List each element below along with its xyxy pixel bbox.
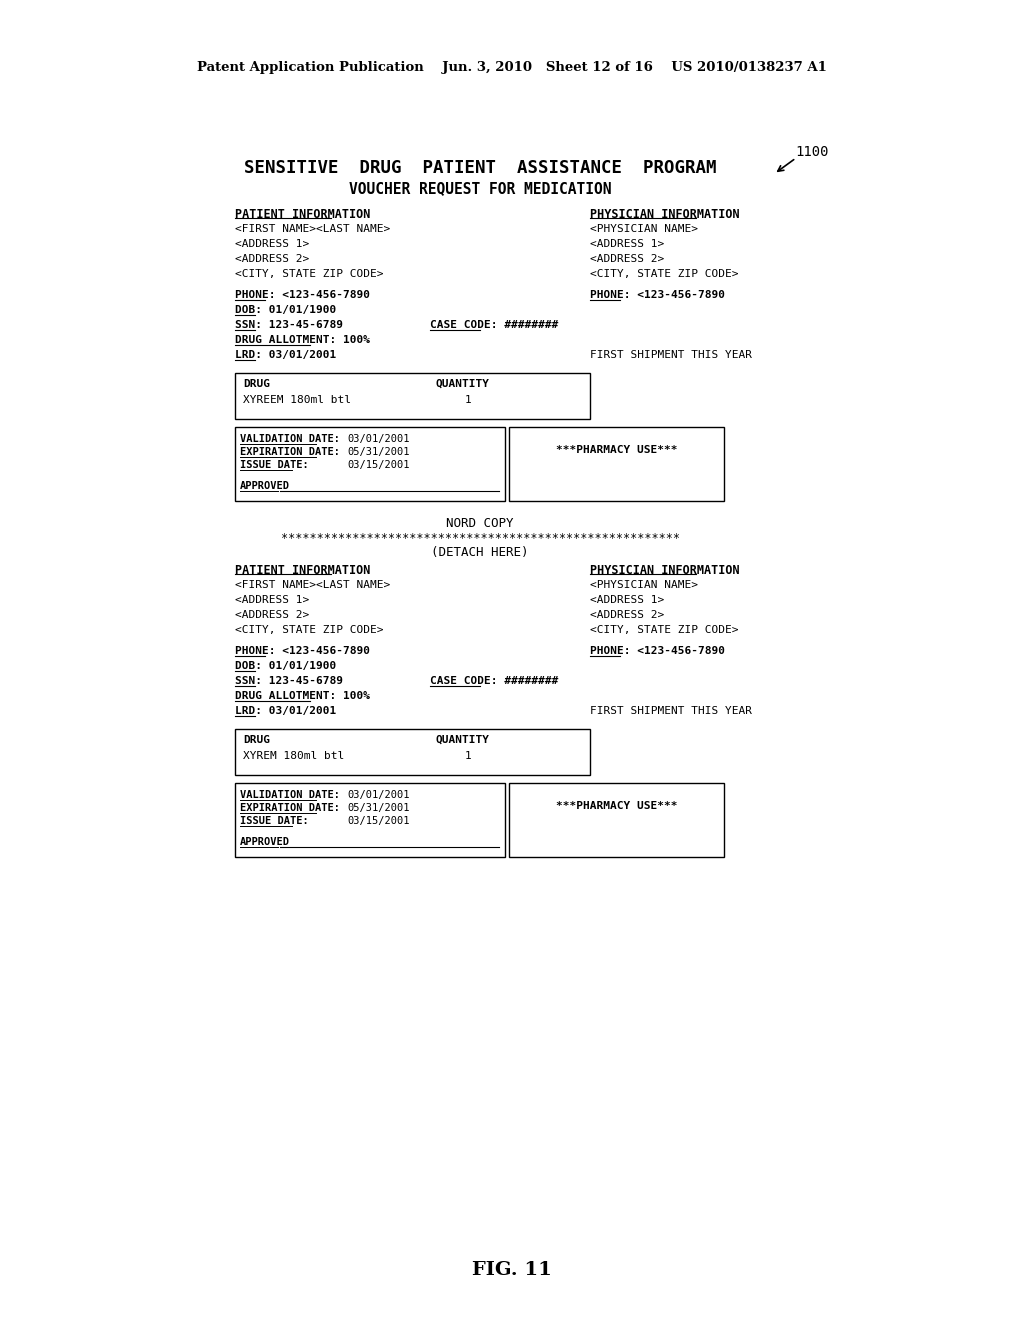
- Text: PHYSICIAN INFORMATION: PHYSICIAN INFORMATION: [590, 564, 739, 577]
- Text: APPROVED: APPROVED: [240, 480, 290, 491]
- Text: 1: 1: [465, 395, 472, 405]
- Text: <ADDRESS 2>: <ADDRESS 2>: [234, 610, 309, 620]
- Text: <CITY, STATE ZIP CODE>: <CITY, STATE ZIP CODE>: [234, 269, 384, 279]
- Text: ********************************************************: ****************************************…: [281, 532, 680, 545]
- Text: NORD COPY: NORD COPY: [446, 517, 514, 531]
- Text: PATIENT INFORMATION: PATIENT INFORMATION: [234, 209, 371, 220]
- Text: <ADDRESS 1>: <ADDRESS 1>: [234, 595, 309, 605]
- Text: DOB: 01/01/1900: DOB: 01/01/1900: [234, 661, 336, 671]
- Text: <ADDRESS 2>: <ADDRESS 2>: [590, 610, 665, 620]
- Text: FIG. 11: FIG. 11: [472, 1261, 552, 1279]
- Text: 03/01/2001: 03/01/2001: [347, 789, 410, 800]
- Bar: [234, 426, 505, 502]
- Text: 03/15/2001: 03/15/2001: [347, 816, 410, 826]
- Text: <ADDRESS 2>: <ADDRESS 2>: [234, 253, 309, 264]
- Bar: [509, 783, 724, 857]
- Text: PHYSICIAN INFORMATION: PHYSICIAN INFORMATION: [590, 209, 739, 220]
- Bar: [234, 783, 505, 857]
- Text: EXPIRATION DATE:: EXPIRATION DATE:: [240, 803, 340, 813]
- Text: <CITY, STATE ZIP CODE>: <CITY, STATE ZIP CODE>: [234, 624, 384, 635]
- Text: LRD: 03/01/2001: LRD: 03/01/2001: [234, 706, 336, 715]
- Bar: [234, 374, 590, 418]
- Text: <FIRST NAME><LAST NAME>: <FIRST NAME><LAST NAME>: [234, 579, 390, 590]
- Text: ***PHARMACY USE***: ***PHARMACY USE***: [556, 445, 677, 455]
- Text: APPROVED: APPROVED: [240, 837, 290, 847]
- Text: PHONE: <123-456-7890: PHONE: <123-456-7890: [590, 290, 725, 300]
- Text: ISSUE DATE:: ISSUE DATE:: [240, 459, 309, 470]
- Text: DRUG: DRUG: [243, 735, 270, 744]
- Text: QUANTITY: QUANTITY: [435, 379, 489, 389]
- Text: EXPIRATION DATE:: EXPIRATION DATE:: [240, 447, 340, 457]
- Text: 05/31/2001: 05/31/2001: [347, 447, 410, 457]
- Text: <FIRST NAME><LAST NAME>: <FIRST NAME><LAST NAME>: [234, 224, 390, 234]
- Text: PHONE: <123-456-7890: PHONE: <123-456-7890: [234, 290, 370, 300]
- Text: SENSITIVE  DRUG  PATIENT  ASSISTANCE  PROGRAM: SENSITIVE DRUG PATIENT ASSISTANCE PROGRA…: [244, 158, 716, 177]
- Text: FIRST SHIPMENT THIS YEAR: FIRST SHIPMENT THIS YEAR: [590, 706, 752, 715]
- Text: FIRST SHIPMENT THIS YEAR: FIRST SHIPMENT THIS YEAR: [590, 350, 752, 360]
- Text: 05/31/2001: 05/31/2001: [347, 803, 410, 813]
- Bar: [234, 729, 590, 775]
- Text: PHONE: <123-456-7890: PHONE: <123-456-7890: [234, 645, 370, 656]
- Text: <ADDRESS 1>: <ADDRESS 1>: [590, 595, 665, 605]
- Text: Patent Application Publication    Jun. 3, 2010   Sheet 12 of 16    US 2010/01382: Patent Application Publication Jun. 3, 2…: [197, 62, 827, 74]
- Text: DRUG ALLOTMENT: 100%: DRUG ALLOTMENT: 100%: [234, 690, 370, 701]
- Text: DRUG: DRUG: [243, 379, 270, 389]
- Text: QUANTITY: QUANTITY: [435, 735, 489, 744]
- Text: <CITY, STATE ZIP CODE>: <CITY, STATE ZIP CODE>: [590, 269, 738, 279]
- Text: VOUCHER REQUEST FOR MEDICATION: VOUCHER REQUEST FOR MEDICATION: [349, 181, 611, 197]
- Text: 03/15/2001: 03/15/2001: [347, 459, 410, 470]
- Text: <CITY, STATE ZIP CODE>: <CITY, STATE ZIP CODE>: [590, 624, 738, 635]
- Bar: [509, 426, 724, 502]
- Text: PHONE: <123-456-7890: PHONE: <123-456-7890: [590, 645, 725, 656]
- Text: ISSUE DATE:: ISSUE DATE:: [240, 816, 309, 826]
- Text: DOB: 01/01/1900: DOB: 01/01/1900: [234, 305, 336, 315]
- Text: ***PHARMACY USE***: ***PHARMACY USE***: [556, 801, 677, 810]
- Text: CASE CODE: ########: CASE CODE: ########: [430, 676, 558, 686]
- Text: 1100: 1100: [795, 145, 828, 158]
- Text: <ADDRESS 1>: <ADDRESS 1>: [590, 239, 665, 249]
- Text: XYREM 180ml btl: XYREM 180ml btl: [243, 751, 344, 762]
- Text: <ADDRESS 2>: <ADDRESS 2>: [590, 253, 665, 264]
- Text: SSN: 123-45-6789: SSN: 123-45-6789: [234, 676, 343, 686]
- Text: PATIENT INFORMATION: PATIENT INFORMATION: [234, 564, 371, 577]
- Text: LRD: 03/01/2001: LRD: 03/01/2001: [234, 350, 336, 360]
- Text: (DETACH HERE): (DETACH HERE): [431, 546, 528, 558]
- Text: XYREEM 180ml btl: XYREEM 180ml btl: [243, 395, 351, 405]
- Text: VALIDATION DATE:: VALIDATION DATE:: [240, 434, 340, 444]
- Text: 1: 1: [465, 751, 472, 762]
- Text: VALIDATION DATE:: VALIDATION DATE:: [240, 789, 340, 800]
- Text: SSN: 123-45-6789: SSN: 123-45-6789: [234, 319, 343, 330]
- Text: CASE CODE: ########: CASE CODE: ########: [430, 319, 558, 330]
- Text: <ADDRESS 1>: <ADDRESS 1>: [234, 239, 309, 249]
- Text: <PHYSICIAN NAME>: <PHYSICIAN NAME>: [590, 224, 698, 234]
- Text: <PHYSICIAN NAME>: <PHYSICIAN NAME>: [590, 579, 698, 590]
- Text: 03/01/2001: 03/01/2001: [347, 434, 410, 444]
- Text: DRUG ALLOTMENT: 100%: DRUG ALLOTMENT: 100%: [234, 335, 370, 345]
